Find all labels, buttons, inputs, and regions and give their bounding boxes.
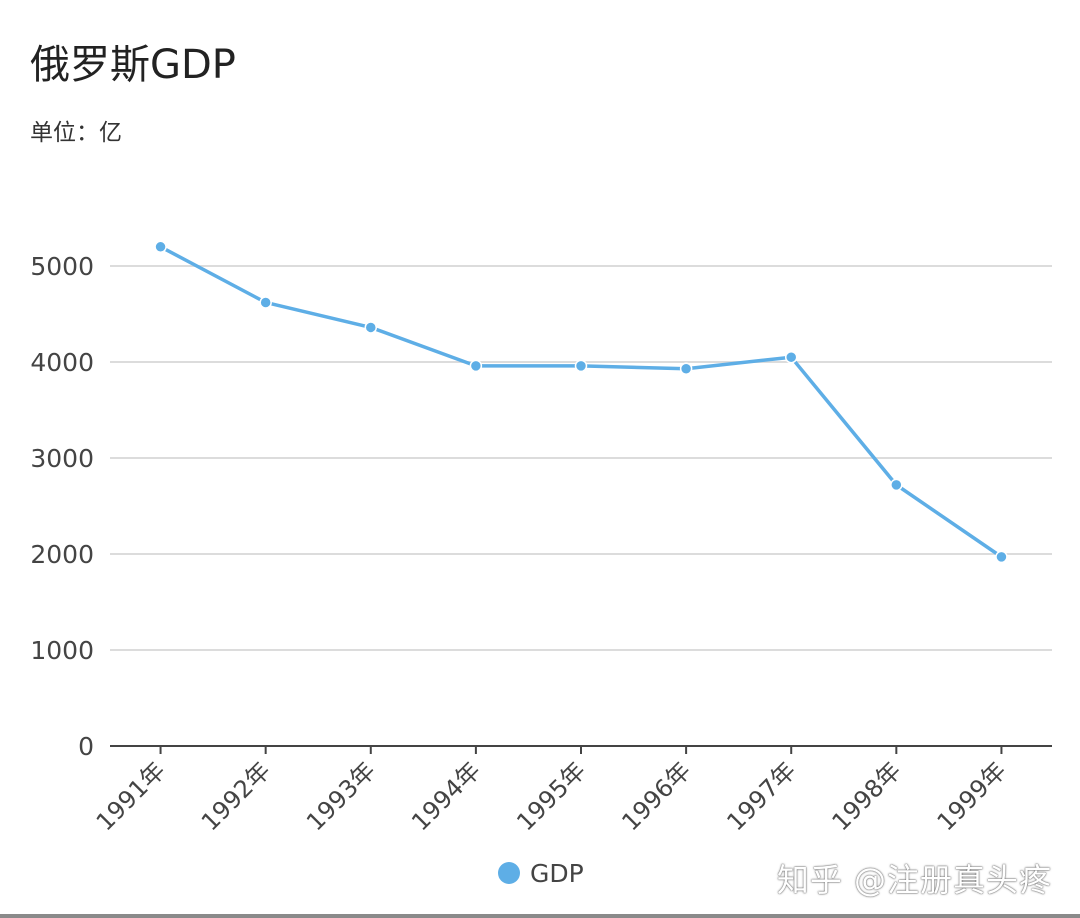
legend-label: GDP [530, 859, 584, 888]
series-line-gdp [159, 245, 1003, 559]
data-point [784, 350, 798, 364]
x-tick-label: 1997年 [722, 756, 802, 836]
chart-subtitle: 单位：亿 [30, 120, 122, 146]
y-tick-label: 4000 [30, 348, 94, 377]
x-tick-label: 1999年 [932, 756, 1012, 836]
chart-title: 俄罗斯GDP [30, 42, 236, 88]
y-tick-label: 1000 [30, 636, 94, 665]
x-tick-label: 1998年 [827, 756, 907, 836]
y-tick-label: 5000 [30, 252, 94, 281]
bottom-border [0, 914, 1080, 918]
x-tick-label: 1992年 [196, 756, 276, 836]
data-point [890, 478, 903, 492]
legend-marker [498, 862, 520, 884]
data-point [679, 362, 693, 375]
y-tick-label: 0 [78, 732, 94, 761]
x-tick-label: 1995年 [511, 756, 591, 836]
watermark: 知乎 @注册真头疼 [776, 861, 1052, 899]
x-tick-label: 1993年 [301, 756, 381, 836]
y-tick-label: 3000 [30, 444, 94, 473]
data-point [574, 359, 588, 373]
data-point [364, 321, 378, 334]
data-point [995, 550, 1008, 564]
data-point [469, 359, 483, 373]
data-point [154, 240, 167, 254]
data-point [259, 296, 272, 309]
x-tick-label: 1991年 [91, 756, 171, 836]
y-tick-label: 2000 [30, 540, 94, 569]
x-tick-label: 1996年 [616, 756, 696, 836]
x-tick-label: 1994年 [406, 756, 486, 836]
